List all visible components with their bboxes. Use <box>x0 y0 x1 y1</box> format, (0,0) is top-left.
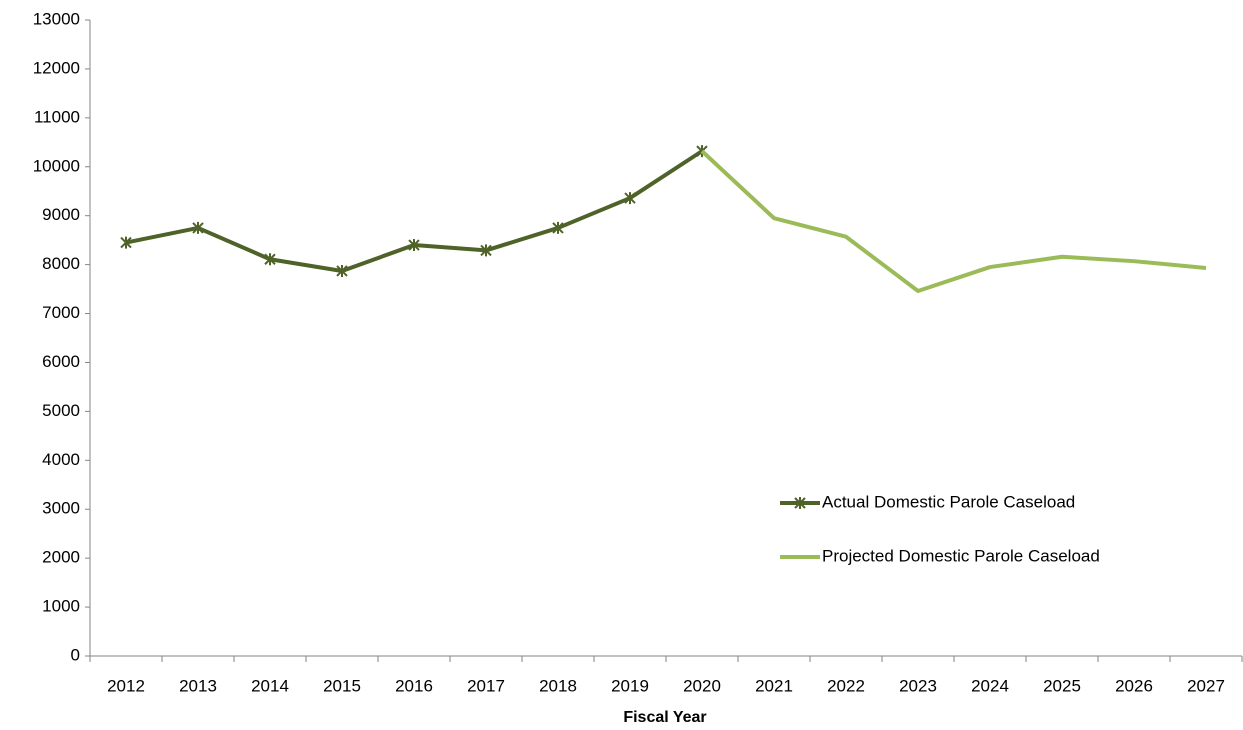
y-tick-label: 6000 <box>42 352 80 371</box>
y-tick-label: 12000 <box>33 58 80 77</box>
x-axis-title: Fiscal Year <box>623 709 706 726</box>
x-tick-label: 2017 <box>467 676 505 695</box>
legend-marker <box>794 497 806 509</box>
x-tick-label: 2027 <box>1187 676 1225 695</box>
x-tick-label: 2015 <box>323 676 361 695</box>
x-tick-label: 2021 <box>755 676 793 695</box>
point-marker <box>120 236 132 249</box>
y-tick-label: 13000 <box>33 9 80 28</box>
x-tick-label: 2023 <box>899 676 937 695</box>
point-marker <box>264 253 276 266</box>
y-tick-label: 3000 <box>42 499 80 518</box>
x-tick-label: 2025 <box>1043 676 1081 695</box>
x-tick-label: 2012 <box>107 676 145 695</box>
legend-label: Actual Domestic Parole Caseload <box>822 492 1075 511</box>
legend-label: Projected Domestic Parole Caseload <box>822 546 1100 565</box>
point-marker <box>480 244 492 257</box>
y-tick-label: 10000 <box>33 156 80 175</box>
x-tick-label: 2019 <box>611 676 649 695</box>
x-tick-label: 2016 <box>395 676 433 695</box>
y-tick-label: 0 <box>71 645 80 664</box>
x-tick-label: 2014 <box>251 676 289 695</box>
y-tick-label: 9000 <box>42 205 80 224</box>
y-tick-label: 2000 <box>42 548 80 567</box>
point-marker <box>192 221 204 234</box>
y-tick-label: 1000 <box>42 597 80 616</box>
y-tick-label: 8000 <box>42 254 80 273</box>
x-tick-label: 2022 <box>827 676 865 695</box>
x-tick-label: 2024 <box>971 676 1009 695</box>
point-marker <box>624 192 636 205</box>
point-marker <box>336 264 348 277</box>
x-tick-label: 2018 <box>539 676 577 695</box>
x-tick-label: 2020 <box>683 676 721 695</box>
y-tick-label: 4000 <box>42 450 80 469</box>
x-tick-label: 2013 <box>179 676 217 695</box>
x-tick-label: 2026 <box>1115 676 1153 695</box>
y-tick-label: 5000 <box>42 401 80 420</box>
series-line <box>700 149 1207 294</box>
point-marker <box>408 239 420 252</box>
y-tick-label: 11000 <box>34 107 80 126</box>
series-line <box>125 149 704 273</box>
y-tick-label: 7000 <box>42 303 80 322</box>
point-marker <box>552 221 564 234</box>
